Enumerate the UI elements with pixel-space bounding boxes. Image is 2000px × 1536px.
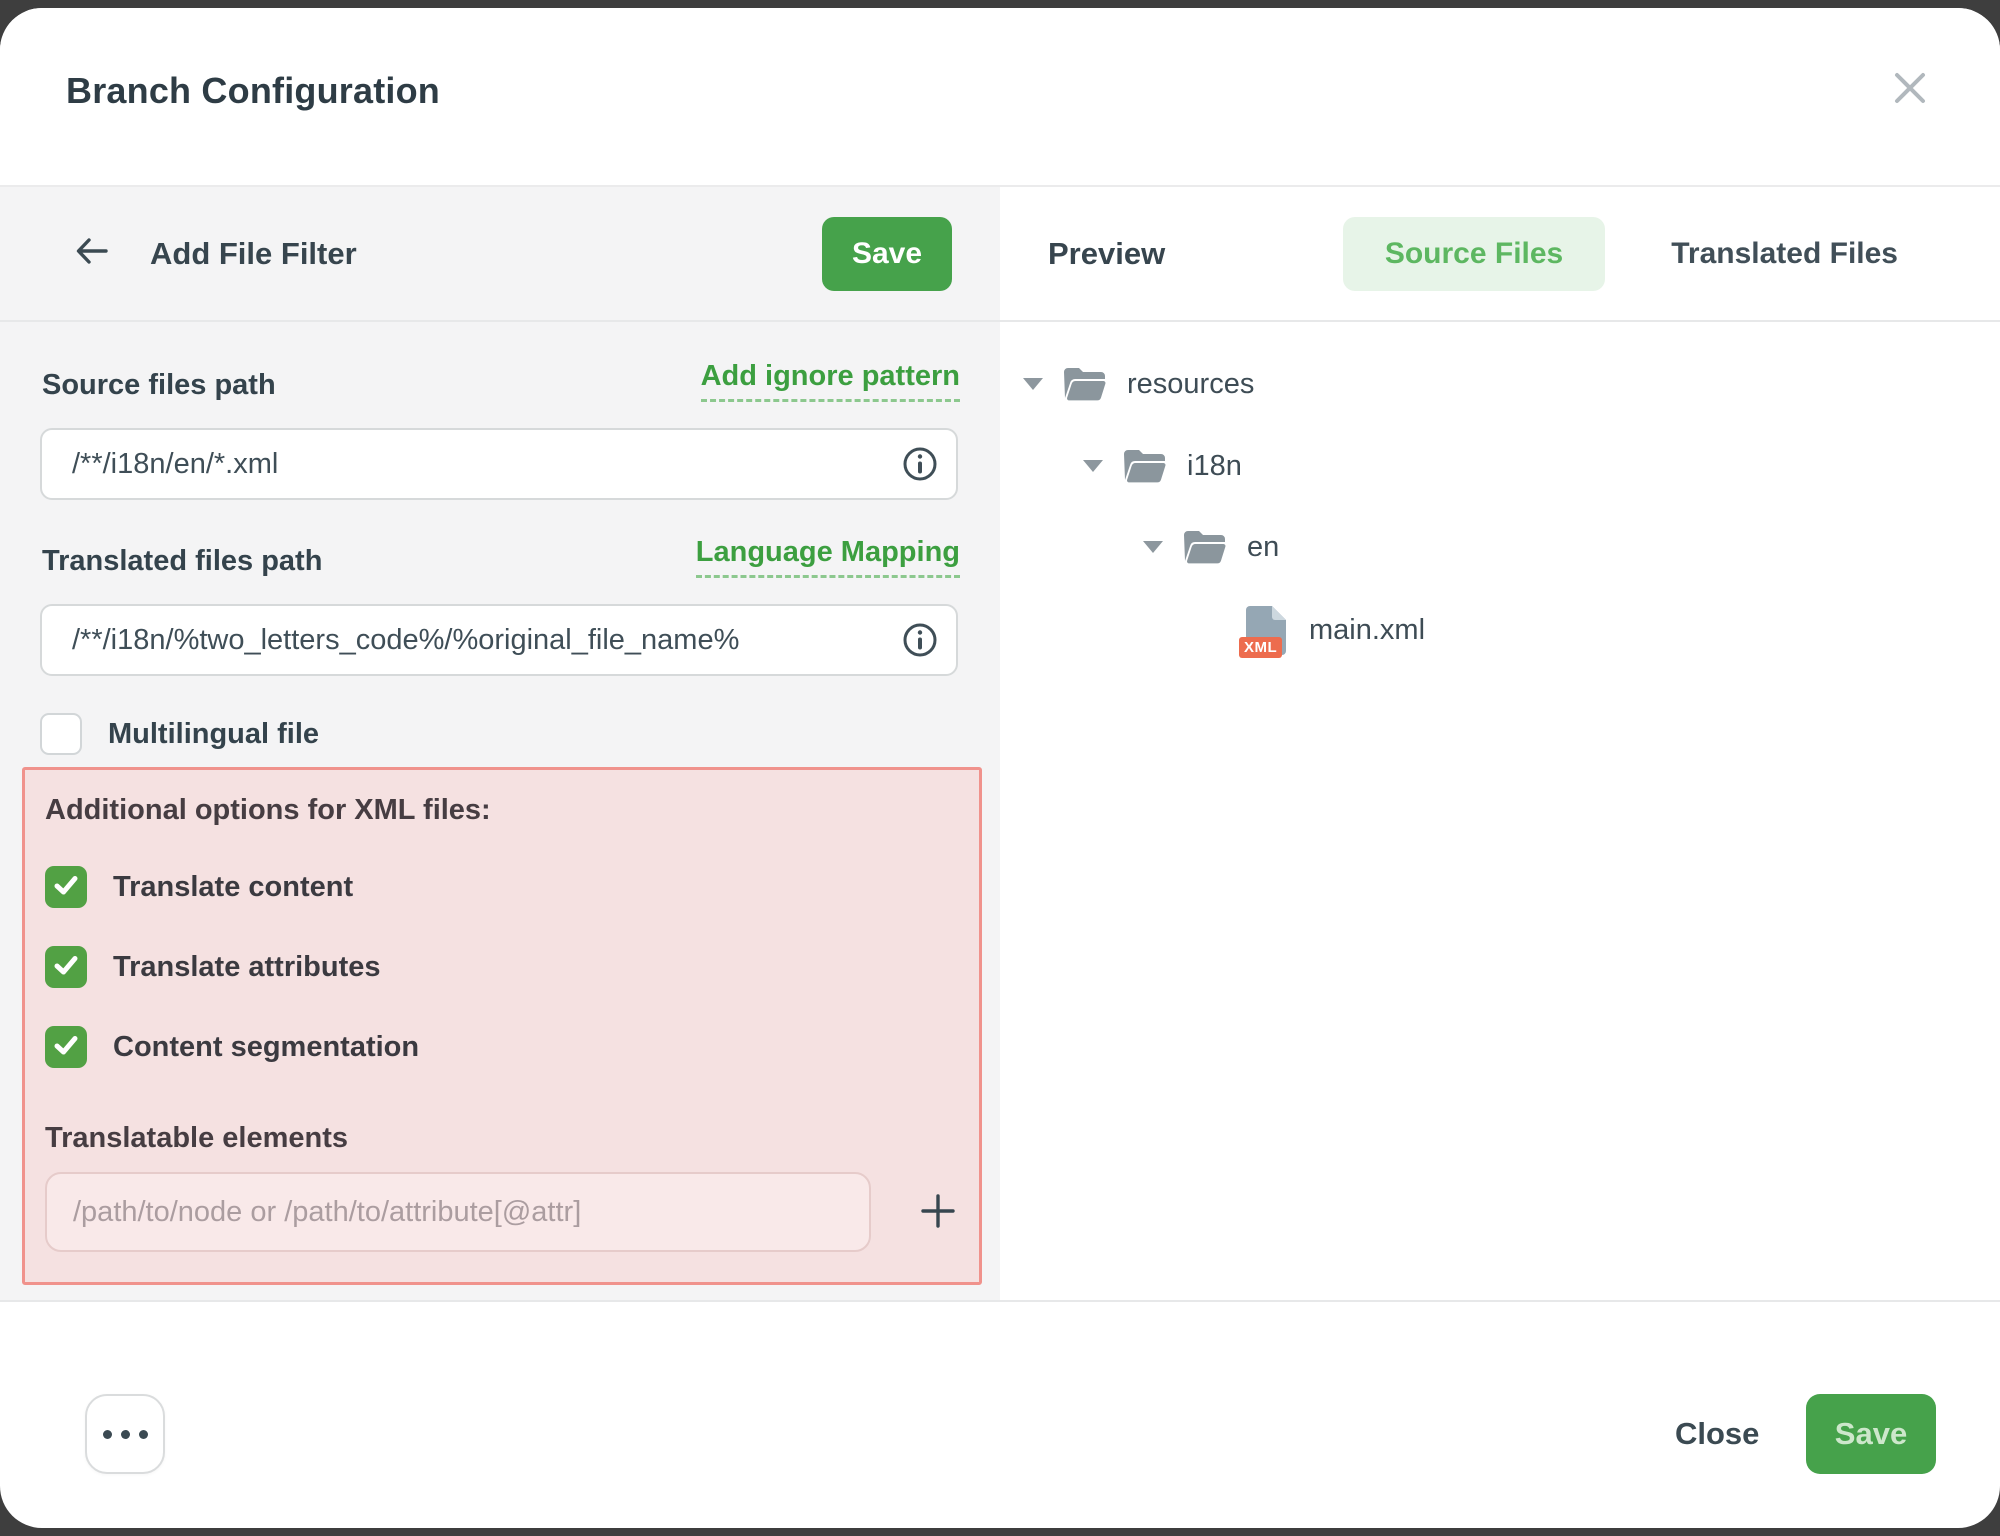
branch-configuration-modal: Branch Configuration Add File Filter Sav…	[0, 8, 2000, 1528]
translate-content-checkbox[interactable]	[45, 866, 87, 908]
source-path-row: Source files path Add ignore pattern	[42, 360, 960, 402]
preview-title: Preview	[1048, 235, 1166, 271]
translate-content-label: Translate content	[113, 870, 354, 903]
translatable-elements-input[interactable]	[45, 1172, 871, 1252]
content-segmentation-checkbox[interactable]	[45, 1026, 87, 1068]
content-segmentation-label: Content segmentation	[113, 1030, 420, 1063]
footer-divider	[0, 1300, 2000, 1302]
add-ignore-pattern-link[interactable]: Add ignore pattern	[700, 360, 960, 402]
toolbar-right: Preview Source Files Translated Files	[1000, 187, 2000, 320]
tree-row-main-xml[interactable]: XML main.xml	[1000, 604, 1426, 658]
translate-attributes-checkbox[interactable]	[45, 946, 87, 988]
close-button[interactable]	[1886, 66, 1934, 114]
source-path-input[interactable]	[40, 428, 958, 500]
translate-attributes-row[interactable]: Translate attributes	[45, 946, 381, 988]
folder-open-icon	[1181, 527, 1227, 567]
tree-item-label: resources	[1127, 367, 1255, 400]
tree-item-label: en	[1247, 530, 1280, 563]
chevron-down-icon[interactable]	[1143, 541, 1163, 553]
tree-row-en[interactable]: en	[1000, 521, 1279, 573]
toolbar-left: Add File Filter Save	[0, 187, 1000, 320]
tab-source-files[interactable]: Source Files	[1342, 216, 1606, 291]
checkmark-icon	[52, 871, 80, 904]
translated-path-row: Translated files path Language Mapping	[42, 536, 960, 578]
preview-panel	[1000, 322, 2000, 1300]
page-title: Branch Configuration	[66, 70, 440, 111]
content-segmentation-row[interactable]: Content segmentation	[45, 1026, 419, 1068]
translate-attributes-label: Translate attributes	[113, 950, 381, 983]
folder-open-icon	[1121, 446, 1167, 486]
xml-badge: XML	[1239, 637, 1283, 658]
xml-file-icon: XML	[1239, 604, 1289, 658]
toolbar: Add File Filter Save Preview Source File…	[0, 187, 2000, 322]
chevron-down-icon[interactable]	[1023, 378, 1043, 390]
save-configuration-button[interactable]: Save	[1806, 1394, 1936, 1474]
ellipsis-icon	[120, 1429, 130, 1439]
tree-item-label: i18n	[1187, 449, 1242, 482]
folder-open-icon	[1061, 364, 1107, 404]
tab-translated-files[interactable]: Translated Files	[1671, 236, 1898, 270]
info-icon[interactable]	[902, 622, 938, 658]
translated-path-label: Translated files path	[42, 545, 323, 577]
checkmark-icon	[52, 1031, 80, 1064]
source-path-label: Source files path	[42, 369, 276, 401]
save-filter-button[interactable]: Save	[822, 217, 952, 291]
tree-item-label: main.xml	[1309, 613, 1426, 646]
plus-icon	[919, 1192, 957, 1233]
tree-row-resources[interactable]: resources	[1000, 358, 1254, 410]
arrow-left-icon	[72, 231, 112, 276]
close-icon	[1889, 67, 1931, 114]
translate-content-row[interactable]: Translate content	[45, 866, 353, 908]
more-options-button[interactable]	[85, 1394, 165, 1474]
ellipsis-icon	[102, 1429, 112, 1439]
multilingual-checkbox-row[interactable]: Multilingual file	[40, 713, 319, 755]
add-file-filter-title: Add File Filter	[150, 235, 357, 271]
tree-row-i18n[interactable]: i18n	[1000, 440, 1242, 492]
preview-tabs: Source Files Translated Files	[1342, 187, 1940, 320]
translatable-elements-label: Translatable elements	[45, 1122, 349, 1154]
info-icon[interactable]	[902, 446, 938, 482]
xml-options-title: Additional options for XML files:	[45, 794, 491, 826]
modal-header: Branch Configuration	[0, 8, 2000, 187]
multilingual-checkbox[interactable]	[40, 713, 82, 755]
checkmark-icon	[52, 951, 80, 984]
add-translatable-element-button[interactable]	[893, 1172, 983, 1252]
ellipsis-icon	[138, 1429, 148, 1439]
xml-options-section: Additional options for XML files: Transl…	[22, 767, 982, 1285]
language-mapping-link[interactable]: Language Mapping	[695, 536, 960, 578]
back-button[interactable]	[70, 232, 114, 276]
chevron-down-icon[interactable]	[1083, 460, 1103, 472]
close-modal-button[interactable]: Close	[1645, 1394, 1789, 1474]
translated-path-input[interactable]	[40, 604, 958, 676]
multilingual-label: Multilingual file	[108, 717, 320, 750]
